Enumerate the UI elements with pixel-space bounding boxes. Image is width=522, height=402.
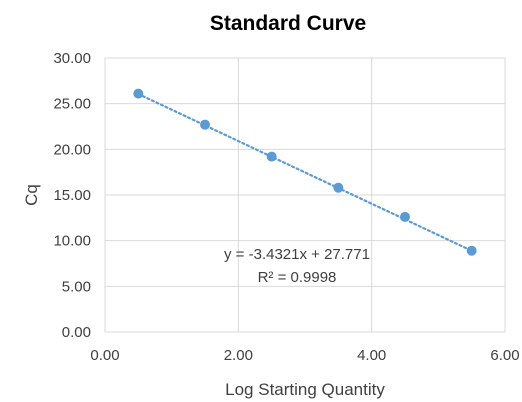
- x-tick-label: 6.00: [490, 347, 519, 364]
- x-axis-tick-labels: 0.00 2.00 4.00 6.00: [90, 347, 519, 364]
- data-point: [466, 245, 477, 256]
- y-tick-label: 10.00: [53, 233, 91, 250]
- data-point: [333, 182, 344, 193]
- data-point: [133, 88, 144, 99]
- y-axis-title: Cq: [22, 184, 41, 206]
- x-tick-label: 2.00: [224, 347, 253, 364]
- trendline: [137, 92, 473, 252]
- data-points: [133, 88, 477, 256]
- y-tick-label: 5.00: [62, 278, 91, 295]
- plot-area-frame: [104, 57, 506, 333]
- trendline-equation: y = -3.4321x + 27.771: [224, 246, 370, 263]
- y-tick-label: 25.00: [53, 96, 91, 113]
- data-point: [400, 211, 410, 222]
- trendline-layer: [137, 92, 473, 252]
- x-tick-label: 0.00: [90, 347, 119, 364]
- y-axis-tick-labels: 0.00 5.00 10.00 15.00 20.00 25.00 30.00: [53, 50, 91, 341]
- data-point: [200, 119, 210, 130]
- y-tick-label: 0.00: [62, 324, 91, 341]
- y-tick-label: 20.00: [53, 141, 91, 158]
- y-tick-label: 30.00: [53, 50, 91, 67]
- y-tick-label: 15.00: [53, 187, 91, 204]
- chart-title: Standard Curve: [210, 12, 366, 35]
- x-axis-title: Log Starting Quantity: [225, 380, 385, 399]
- x-tick-label: 4.00: [357, 347, 386, 364]
- r-squared-label: R² = 0.9998: [258, 269, 337, 286]
- plot-area-border: [104, 57, 506, 333]
- data-point: [266, 151, 277, 162]
